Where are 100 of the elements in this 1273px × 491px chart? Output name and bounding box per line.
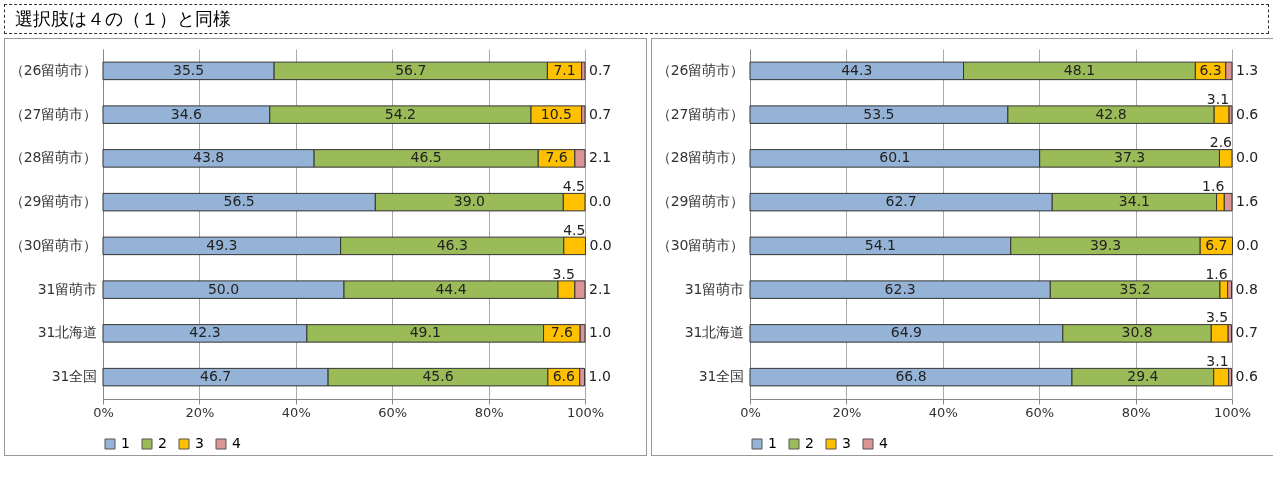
data-label: 56.5 [223,193,255,210]
data-label: 2.1 [589,280,612,297]
data-label: 42.3 [189,324,221,341]
y-tick-label: （28留萌市） [656,149,745,166]
y-tick-label: 31全国 [51,368,98,385]
data-label: 1.0 [588,368,611,385]
data-label: 4.5 [563,221,586,238]
y-tick-label: 31北海道 [684,324,745,341]
y-tick-label: （30留萌市） [9,236,98,253]
data-label: 1.6 [1236,193,1259,210]
y-tick-label: （28留萌市） [9,149,98,166]
data-label: 0.0 [589,193,612,210]
legend-label: 2 [158,435,167,451]
x-tick-label: 0% [93,404,114,420]
y-tick-label: 31留萌市 [684,280,745,297]
x-tick-label: 80% [1121,404,1151,420]
data-label: 35.2 [1119,280,1151,297]
data-label: 37.3 [1113,149,1146,166]
data-label: 0.7 [589,61,612,78]
data-label: 1.6 [1202,178,1225,195]
data-label: 42.8 [1095,105,1127,122]
data-label: 7.6 [550,324,574,341]
y-tick-label: （27留萌市） [656,105,745,122]
data-label: 0.0 [589,236,612,253]
y-tick-label: （26留萌市） [9,61,98,78]
data-label: 48.1 [1063,61,1096,78]
data-label: 6.6 [552,368,576,385]
x-tick-label: 20% [832,404,862,420]
y-tick-label: 31北海道 [37,324,98,341]
data-label: 66.8 [895,368,927,385]
text: 選択肢は４の（１）と同様 [4,4,1269,34]
x-tick-label: 80% [474,404,504,420]
data-label: 46.3 [436,236,468,253]
data-label: 50.0 [207,280,240,297]
y-tick-label: （27留萌市） [9,105,98,122]
data-label: 44.3 [841,61,873,78]
legend-label: 2 [805,435,814,451]
legend-label: 4 [232,435,241,451]
data-label: 56.7 [395,61,427,78]
data-label: 2.6 [1209,134,1233,151]
legend-label: 1 [768,435,777,451]
data-label: 3.5 [552,265,575,282]
data-label: 43.8 [192,149,225,166]
data-label: 6.3 [1199,61,1222,78]
x-tick-label: 60% [1025,404,1055,420]
data-label: 60.1 [879,149,911,166]
x-tick-label: 20% [185,404,215,420]
legend-label: 3 [195,435,204,451]
data-label: 62.7 [885,193,917,210]
y-tick-label: （29留萌市） [656,193,745,210]
data-label: 1.0 [589,324,612,341]
legend-label: 3 [842,435,851,451]
data-label: 0.7 [1235,324,1258,341]
data-label: 10.5 [540,105,572,122]
data-label: 44.4 [435,280,467,297]
data-label: 3.5 [1205,309,1229,326]
data-label: 0.8 [1235,280,1258,297]
data-label: 30.8 [1121,324,1153,341]
x-tick-label: 0% [740,404,761,420]
data-label: 0.0 [1236,236,1259,253]
data-label: 35.5 [172,61,205,78]
data-label: 0.6 [1235,368,1258,385]
data-label: 46.7 [199,368,232,385]
data-label: 46.5 [410,149,442,166]
data-label: 45.6 [422,368,454,385]
x-tick-label: 100% [566,404,605,420]
data-label: 4.5 [562,178,585,195]
y-tick-label: 31留萌市 [37,280,98,297]
data-label: 39.0 [453,193,485,210]
data-label: 3.1 [1206,90,1230,107]
data-label: 62.3 [884,280,916,297]
legend-label: 1 [121,435,130,451]
y-tick-label: 31全国 [698,368,745,385]
x-tick-label: 40% [281,404,311,420]
data-label: 29.4 [1127,368,1159,385]
data-label: 7.6 [545,149,568,166]
y-tick-label: （26留萌市） [656,61,745,78]
data-label: 54.1 [864,236,896,253]
data-label: 0.6 [1236,105,1259,122]
data-label: 54.2 [384,105,416,122]
data-label: 6.7 [1205,236,1228,253]
data-label: 2.1 [589,149,612,166]
y-tick-label: （29留萌市） [9,193,98,210]
x-tick-label: 40% [928,404,958,420]
data-label: 0.7 [589,105,612,122]
data-label: 49.1 [409,324,441,341]
data-label: 64.9 [890,324,922,341]
data-label: 53.5 [863,105,895,122]
y-tick-label: （30留萌市） [656,236,745,253]
data-label: 39.3 [1089,236,1122,253]
data-label: 1.3 [1236,61,1259,78]
data-label: 7.1 [553,61,576,78]
data-label: 1.6 [1205,265,1228,282]
data-label: 34.1 [1118,193,1150,210]
data-label: 0.0 [1236,149,1259,166]
x-tick-label: 100% [1213,404,1252,420]
data-label: 34.6 [170,105,203,122]
x-tick-label: 60% [378,404,408,420]
data-label: 49.3 [206,236,238,253]
data-label: 3.1 [1206,353,1229,370]
